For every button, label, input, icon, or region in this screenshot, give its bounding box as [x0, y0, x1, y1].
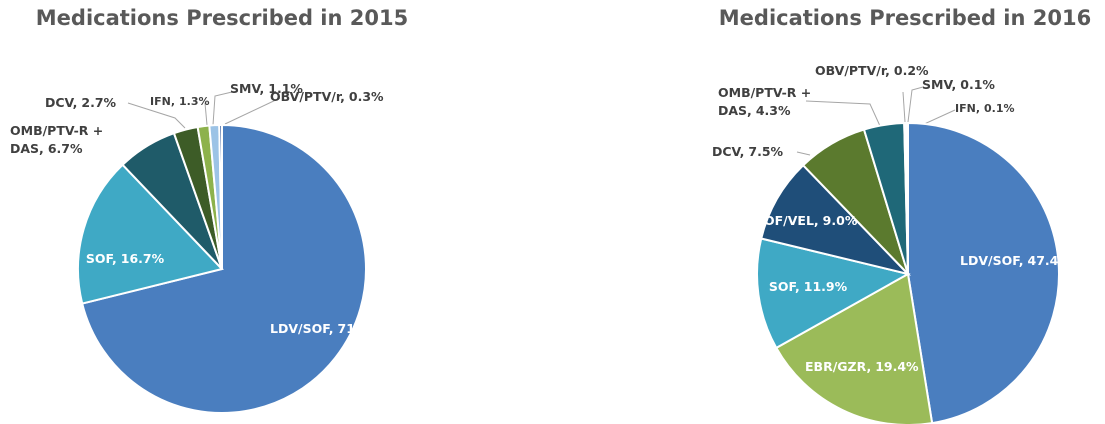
slice-value: 0.1% — [960, 77, 995, 92]
leader-line — [805, 100, 881, 127]
slice-label: OBV/PTV/r, 0.3% — [270, 88, 384, 106]
pie-slice — [218, 123, 223, 270]
slice-category: OBV/PTV/r, — [270, 89, 345, 104]
pie-slice — [906, 121, 909, 275]
slice-category: IFN, — [955, 102, 980, 115]
leader-line — [907, 86, 924, 123]
slice-value: 1.3% — [179, 95, 210, 108]
slice-value: 4.3% — [755, 103, 791, 118]
slice-value: 1.1% — [268, 81, 303, 96]
slice-category: DCV, — [712, 144, 745, 159]
slice-value: 47.4% — [1027, 253, 1071, 268]
slice-category: OMB/PTV-R + DAS, — [718, 85, 812, 118]
slice-category: OBV/PTV/r, — [815, 63, 890, 78]
slice-category: SMV, — [922, 77, 957, 92]
leader-line — [127, 102, 186, 129]
slice-category: LDV/SOF, — [960, 253, 1024, 268]
slice-value: 7.5% — [748, 144, 784, 159]
slice-category: OMB/PTV-R + DAS, — [10, 123, 104, 156]
slice-value: 19.4% — [875, 359, 919, 374]
chart-title: Medications Prescribed in 2015 — [35, 6, 409, 30]
slice-category: SOF/VEL, — [755, 213, 819, 228]
slice-value: 16.7% — [120, 251, 165, 266]
slice-category: SMV, — [230, 81, 265, 96]
slice-value: 0.3% — [348, 89, 384, 104]
slice-label: SMV, 1.1% — [230, 80, 320, 98]
pie-slice — [774, 272, 934, 424]
slice-label: DCV, 2.7% — [45, 94, 135, 112]
slice-label: DCV, 7.5% — [712, 143, 807, 161]
slice-category: SOF, — [85, 251, 117, 266]
slice-label: EBR/GZR, 19.4% — [805, 358, 919, 376]
leader-line — [902, 91, 906, 123]
slice-label: SOF, 16.7% — [70, 250, 180, 268]
slice-value: 2.7% — [81, 95, 117, 110]
slice-value: 11.9% — [803, 279, 848, 294]
slice-category: EBR/GZR, — [805, 359, 872, 374]
slice-label: OMB/PTV-R + DAS, 6.7% — [10, 122, 135, 158]
leader-line — [796, 151, 811, 156]
pie-slice — [80, 123, 367, 414]
leader-lines — [127, 86, 956, 156]
slice-label: IFN, 0.1% — [955, 100, 1035, 118]
leader-line — [224, 97, 281, 125]
slice-category: DCV, — [45, 95, 78, 110]
slice-value: 0.1% — [984, 102, 1015, 115]
slice-label: IFN, 1.3% — [150, 93, 210, 111]
slice-label: SOF/VEL, 9.0% — [755, 212, 857, 230]
slice-label: LDV/SOF, 47.4% — [960, 252, 1071, 270]
slice-value: 9.0% — [822, 213, 858, 228]
slice-category: IFN, — [150, 95, 175, 108]
slice-label: LDV/SOF, 71.0% — [270, 320, 381, 338]
slice-label: SMV, 0.1% — [922, 76, 1012, 94]
slice-category: LDV/SOF, — [270, 321, 334, 336]
pie-slice — [77, 163, 224, 305]
leader-line — [212, 91, 233, 126]
pie-slice — [760, 163, 912, 276]
slice-value: 6.7% — [47, 141, 83, 156]
slice-label: SOF, 11.9% — [758, 278, 858, 296]
leader-line — [204, 102, 208, 126]
slice-value: 71.0% — [337, 321, 381, 336]
slice-category: SOF, — [768, 279, 800, 294]
slice-label: OMB/PTV-R + DAS, 4.3% — [718, 84, 828, 120]
slice-label: OBV/PTV/r, 0.2% — [815, 62, 929, 80]
pie-slice — [907, 121, 1060, 424]
slice-value: 0.2% — [893, 63, 929, 78]
chart-title: Medications Prescribed in 2016 — [718, 6, 1092, 30]
